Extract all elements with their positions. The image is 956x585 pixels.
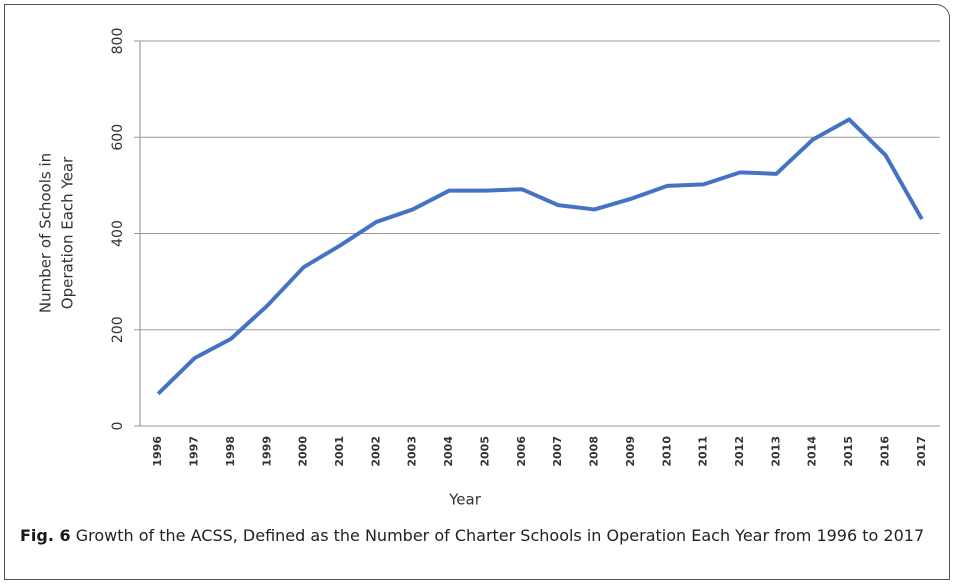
y-axis-title: Operation Each Year xyxy=(59,156,77,309)
x-tick-label: 1997 xyxy=(188,436,201,467)
x-tick-label: 2011 xyxy=(697,436,710,467)
caption-label: Fig. 6 xyxy=(20,526,71,545)
figure-frame xyxy=(4,4,950,580)
x-tick-label: 1998 xyxy=(224,436,237,467)
x-tick-label: 2007 xyxy=(551,436,564,467)
x-tick-label: 2000 xyxy=(297,436,310,467)
x-tick-label: 1996 xyxy=(151,436,164,467)
x-tick-label: 2016 xyxy=(878,436,891,467)
x-tick-label: 2013 xyxy=(769,436,782,467)
data-line xyxy=(156,117,924,396)
x-tick-label: 2006 xyxy=(515,436,528,467)
x-tick-label: 2010 xyxy=(660,436,673,467)
y-axis-title: Number of Schools in xyxy=(37,153,55,313)
y-tick-label: 0 xyxy=(110,422,126,431)
caption-text: Growth of the ACSS, Defined as the Numbe… xyxy=(75,526,925,545)
x-tick-label: 2008 xyxy=(588,436,601,467)
x-tick-label: 2014 xyxy=(806,436,819,467)
x-tick-label: 2004 xyxy=(442,436,455,467)
x-tick-label: 2015 xyxy=(842,436,855,467)
y-tick-label: 800 xyxy=(110,28,126,55)
x-tick-label: 2002 xyxy=(369,436,382,467)
chart: Year Number of Schools in Operation Each… xyxy=(37,28,940,509)
x-tick-label: 2009 xyxy=(624,436,637,467)
x-tick-label: 2005 xyxy=(478,436,491,467)
x-tick-label: 2012 xyxy=(733,436,746,467)
x-tick-label: 1999 xyxy=(260,436,273,467)
y-tick-label: 600 xyxy=(110,124,126,151)
x-tick-label: 2003 xyxy=(406,436,419,467)
caption: Fig. 6 Growth of the ACSS, Defined as th… xyxy=(20,524,940,547)
y-tick-label: 400 xyxy=(110,220,126,247)
x-axis-title: Year xyxy=(448,491,482,509)
x-tick-label: 2001 xyxy=(333,436,346,467)
y-tick-label: 200 xyxy=(110,316,126,343)
x-tick-label: 2017 xyxy=(915,436,928,467)
